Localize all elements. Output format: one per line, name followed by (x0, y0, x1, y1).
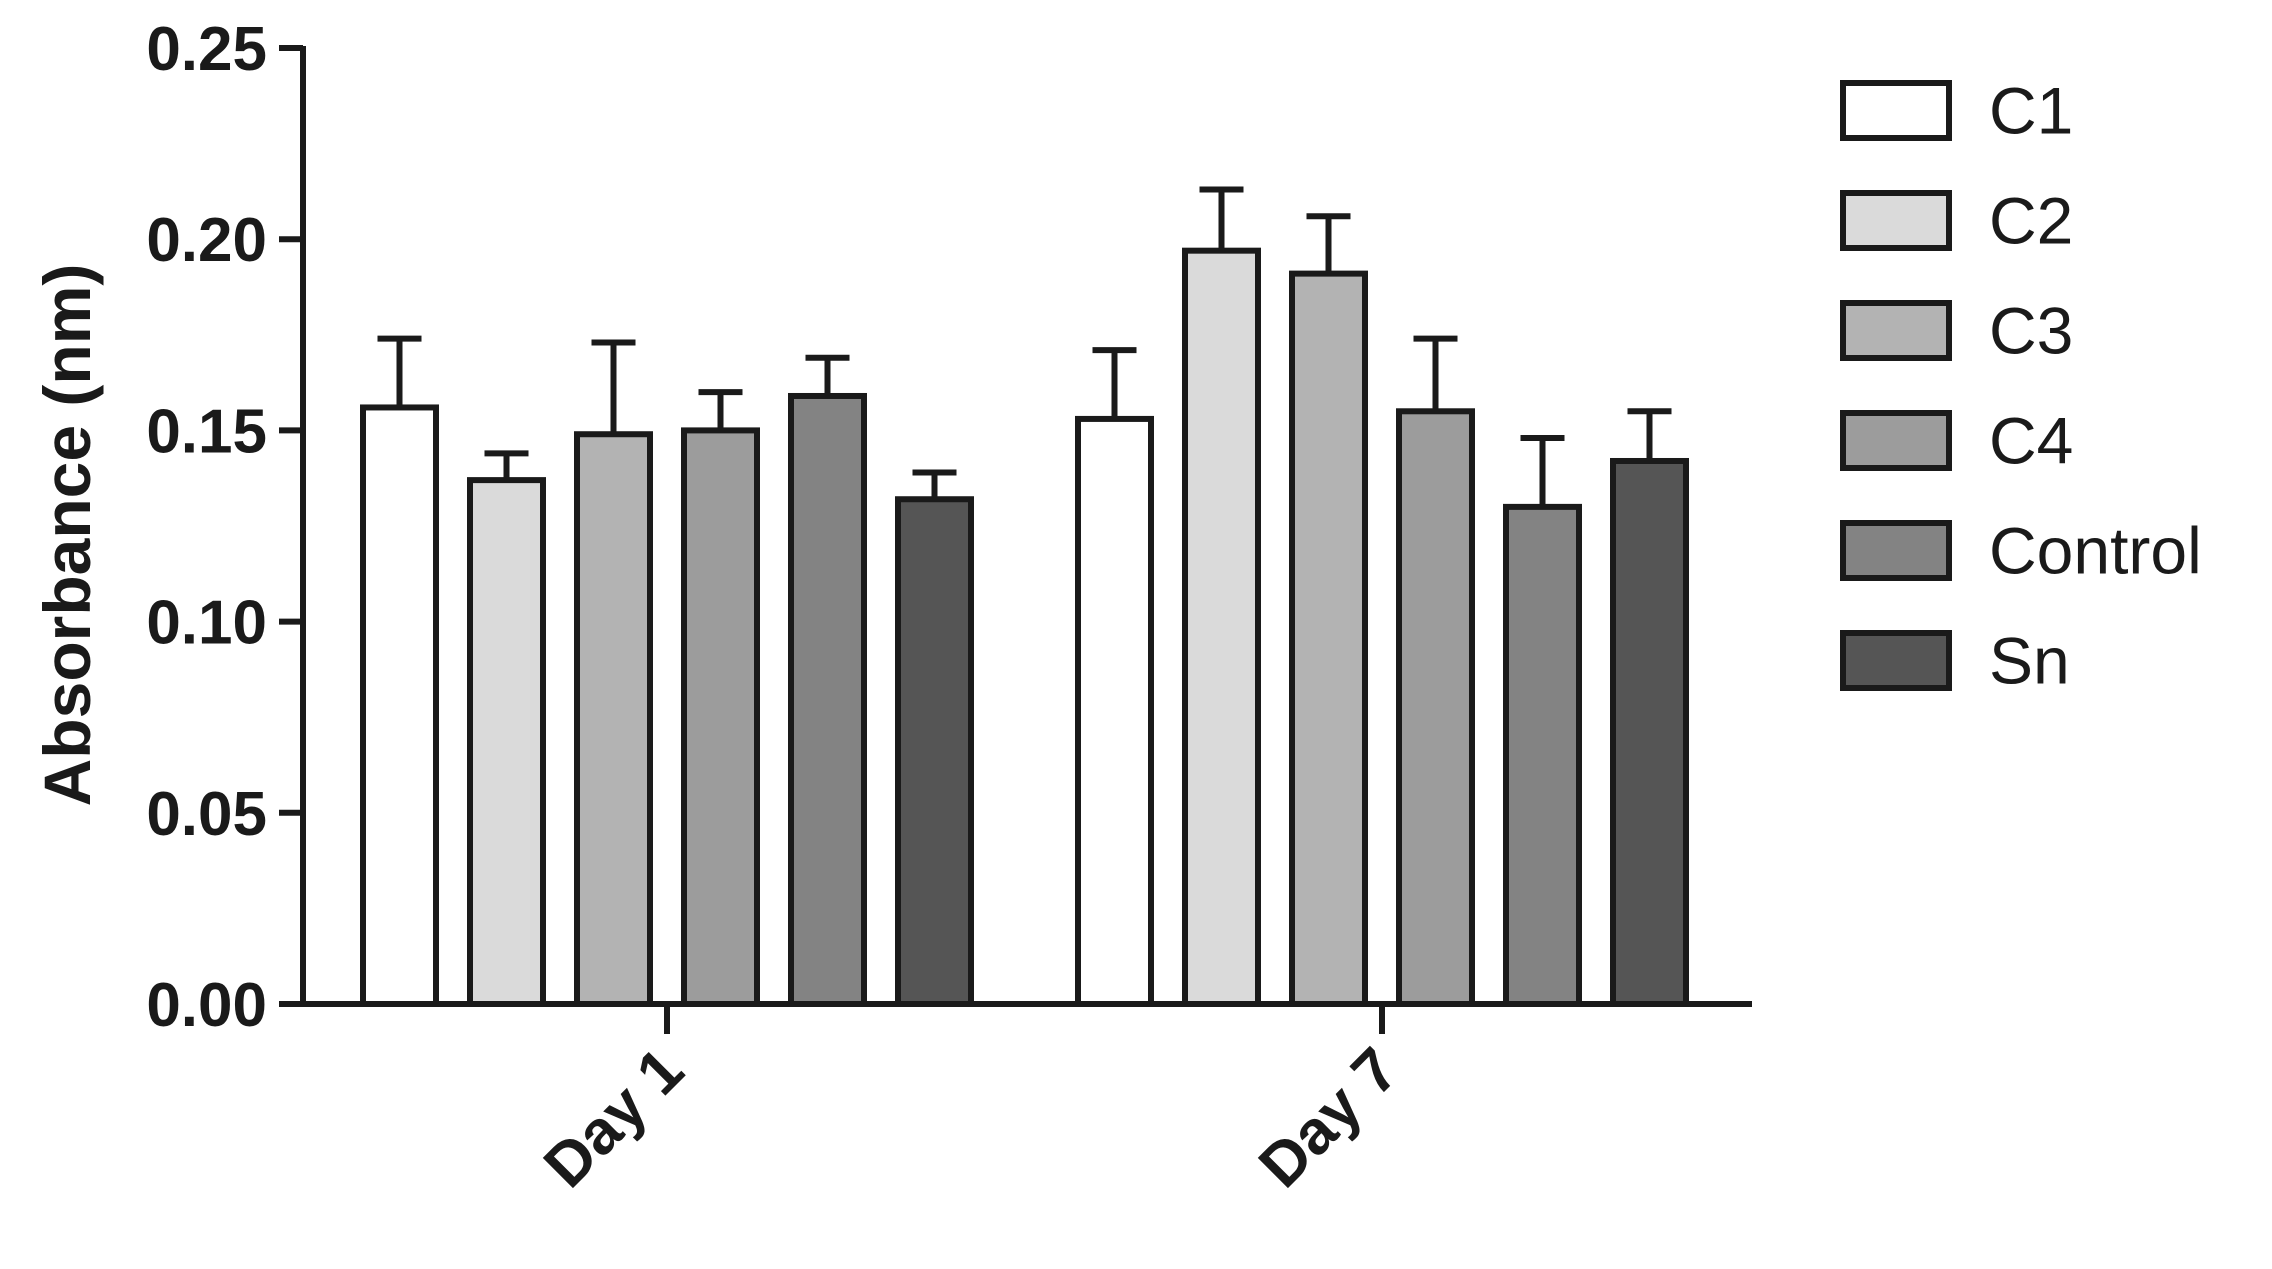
bar-c1-day-7 (1075, 415, 1154, 1008)
bar-control-day-1 (788, 392, 867, 1007)
bar-c4-day-7 (1396, 408, 1475, 1007)
error-bar-group (377, 186, 1672, 507)
y-axis: 0.00 0.05 0.10 0.15 0.20 0.25 (146, 15, 306, 1040)
y-tick-label: 0.20 (146, 206, 267, 275)
bar-c3-day-1 (574, 431, 653, 1007)
bar-c3-day-7 (1289, 270, 1368, 1007)
bar-c2-day-7 (1182, 247, 1261, 1007)
y-tick-label: 0.25 (146, 15, 267, 84)
legend-label: C2 (1989, 184, 2073, 258)
bar-sn-day-7 (1610, 457, 1689, 1007)
x-category-label: Day 7 (1246, 1035, 1412, 1201)
legend-swatch-c2 (1840, 190, 1952, 251)
y-tick-label: 0.15 (146, 397, 267, 466)
legend-label: Control (1989, 514, 2202, 588)
legend-swatch-c4 (1840, 410, 1952, 471)
y-tick-label: 0.05 (146, 780, 267, 849)
legend: C1 C2 C3 C4 Control Sn (1840, 74, 2202, 698)
legend-label: Sn (1989, 624, 2070, 698)
legend-swatch-sn (1840, 630, 1952, 691)
bar-c4-day-1 (681, 427, 760, 1007)
legend-swatch-control (1840, 520, 1952, 581)
legend-swatch-c1 (1840, 80, 1952, 141)
y-axis-title: Absorbance (nm) (30, 264, 104, 807)
legend-label: C1 (1989, 74, 2073, 148)
legend-label: C4 (1989, 404, 2073, 478)
y-tick-label: 0.10 (146, 589, 267, 658)
bar-c2-day-1 (467, 477, 546, 1007)
x-axis: Day 1 Day 7 (300, 1001, 1752, 1201)
bar-c1-day-1 (360, 404, 439, 1007)
x-category-label: Day 1 (531, 1035, 697, 1201)
legend-label: C3 (1989, 294, 2073, 368)
bar-control-day-7 (1503, 503, 1582, 1007)
bar-sn-day-1 (895, 496, 974, 1007)
bar-group (360, 247, 1689, 1008)
y-tick-label: 0.00 (146, 971, 267, 1040)
legend-swatch-c3 (1840, 300, 1952, 361)
